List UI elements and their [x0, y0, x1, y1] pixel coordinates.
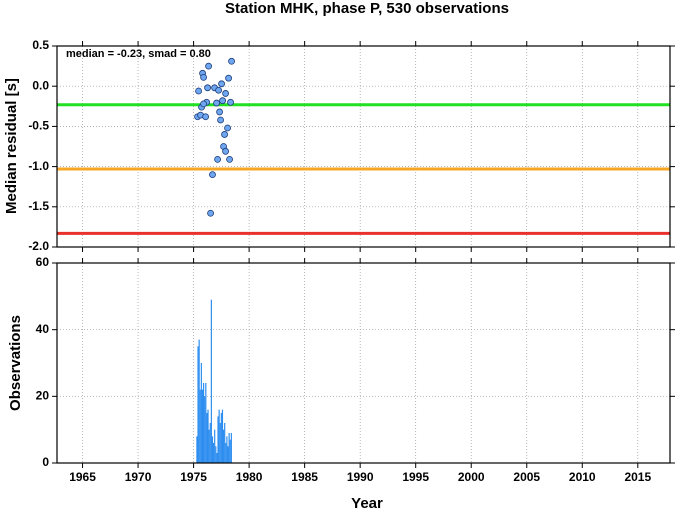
x-tick-label: 1985 [291, 470, 318, 484]
point [209, 171, 216, 179]
bar [205, 383, 207, 463]
bar [196, 436, 198, 463]
bar [227, 446, 229, 463]
point [207, 209, 214, 217]
y-axis-label: Median residual [s] [3, 78, 20, 214]
bar [211, 436, 214, 463]
x-tick-label: 1965 [69, 470, 96, 484]
y-tick-label: 0.5 [32, 38, 49, 52]
point [224, 124, 231, 132]
y-tick-label: -1.0 [28, 159, 49, 173]
x-axis-label: Year [351, 495, 383, 511]
x-tick-label: 1980 [236, 470, 263, 484]
bar [210, 299, 212, 463]
bar [208, 429, 210, 463]
y-axis-label: Observations [7, 315, 24, 411]
y-tick-label: 60 [36, 255, 50, 269]
point [204, 84, 211, 92]
bar [228, 433, 230, 463]
x-tick-label: 2005 [513, 470, 540, 484]
bar [204, 396, 206, 463]
y-tick-label: 0 [42, 455, 49, 469]
point [202, 113, 209, 121]
bar [229, 439, 231, 463]
bar [202, 383, 205, 463]
point [217, 116, 224, 124]
x-tick-label: 1975 [180, 470, 207, 484]
point [200, 100, 207, 108]
x-tick-label: 1990 [347, 470, 374, 484]
point [215, 86, 222, 94]
chart-title: Station MHK, phase P, 530 observations [225, 0, 509, 17]
bar [220, 413, 222, 463]
bar [199, 389, 201, 463]
point [213, 99, 220, 107]
bar [200, 363, 202, 463]
y-tick-label: -0.5 [28, 119, 49, 133]
y-tick-label: 20 [36, 389, 50, 403]
bar [217, 416, 219, 463]
bar [214, 429, 216, 463]
bar [206, 413, 208, 463]
bar [226, 436, 228, 463]
bar [230, 433, 232, 463]
y-tick-label: 40 [36, 322, 50, 336]
point [222, 147, 229, 155]
bar [218, 409, 220, 463]
bar [216, 453, 218, 463]
bar [215, 446, 217, 463]
point [225, 74, 232, 82]
y-tick-label: -2.0 [28, 239, 49, 253]
point [214, 155, 221, 163]
point [205, 62, 212, 70]
bar [209, 423, 211, 463]
plot-frame [56, 45, 671, 248]
point [221, 131, 228, 138]
x-tick-label: 2010 [569, 470, 596, 484]
annotation: median = -0.23, smad = 0.80 [66, 48, 211, 60]
x-tick-label: 2015 [624, 470, 651, 484]
y-tick-label: 0.0 [32, 78, 49, 92]
point [228, 57, 235, 65]
bar [197, 346, 199, 463]
bar [222, 429, 225, 463]
bar [198, 339, 200, 463]
point [218, 80, 225, 88]
bar [212, 443, 215, 463]
y-tick-label: -1.5 [28, 199, 49, 213]
bar [201, 389, 204, 463]
point [219, 97, 226, 105]
bar [225, 443, 227, 463]
point [227, 98, 234, 106]
point [222, 90, 229, 97]
bar [207, 409, 209, 463]
x-tick-label: 1970 [125, 470, 152, 484]
bar [219, 423, 221, 463]
point [200, 73, 207, 81]
x-tick-label: 2000 [458, 470, 485, 484]
bar [221, 409, 224, 463]
x-tick-label: 1995 [402, 470, 429, 484]
bar [224, 423, 226, 463]
point [216, 108, 223, 116]
point [195, 87, 202, 95]
plot-frame [56, 262, 671, 464]
point [226, 155, 233, 163]
